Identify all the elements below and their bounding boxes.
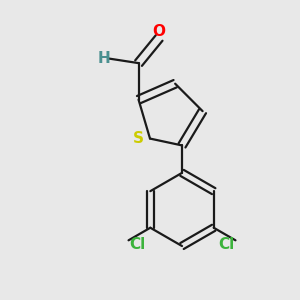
Text: H: H — [98, 51, 111, 66]
Text: Cl: Cl — [218, 237, 234, 252]
Text: Cl: Cl — [130, 237, 146, 252]
Text: O: O — [153, 24, 166, 39]
Text: S: S — [133, 131, 144, 146]
